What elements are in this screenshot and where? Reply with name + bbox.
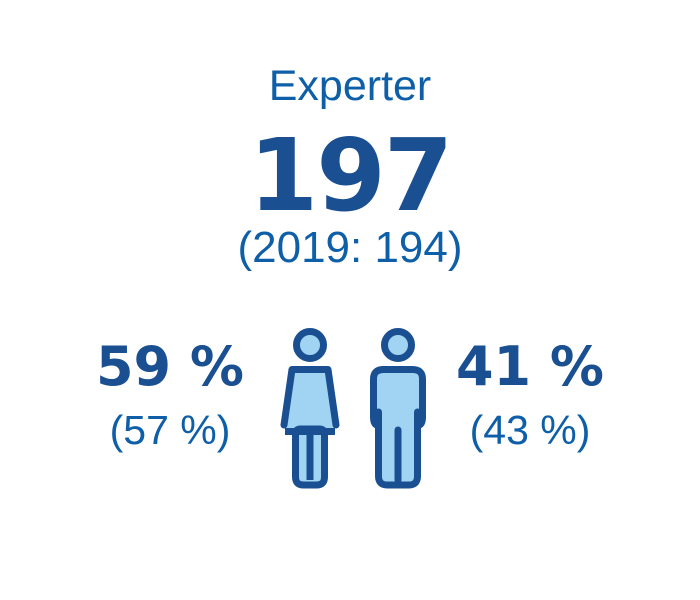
female-percent: 59 %: [95, 335, 245, 398]
female-dress-fill: [284, 369, 336, 428]
male-percent: 41 %: [455, 335, 605, 398]
female-percent-previous: (57 %): [109, 407, 231, 453]
infographic-title: Experter: [268, 62, 432, 110]
female-person-icon: [280, 328, 340, 489]
male-share-stat: 41 % (43 %): [415, 340, 645, 453]
gender-icons: [278, 328, 430, 492]
female-share-stat: 59 % (57 %): [55, 340, 285, 453]
male-person-icon: [370, 328, 426, 489]
experts-count: 197: [248, 117, 454, 234]
male-head: [381, 328, 415, 362]
experts-count-previous: (2019: 194): [237, 223, 463, 272]
male-percent-previous: (43 %): [469, 407, 591, 453]
female-dress-outline: [280, 366, 340, 429]
female-head: [293, 328, 327, 362]
